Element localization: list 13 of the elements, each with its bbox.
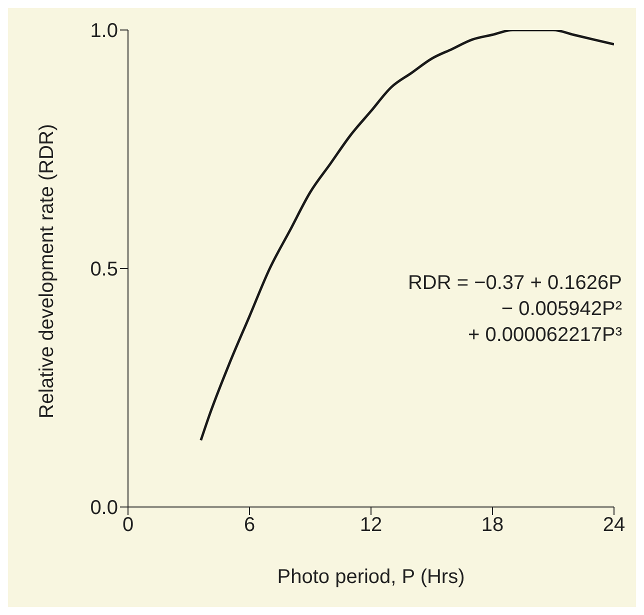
- y-tick-label: 0.0: [90, 497, 118, 520]
- annotation: + 0.000062217P³: [466, 323, 622, 348]
- x-axis-title: Photo period, P (Hrs): [277, 566, 465, 588]
- x-tick-label: 0: [122, 514, 134, 536]
- x-tick-label: 6: [244, 514, 256, 536]
- x-tick-label: 18: [481, 514, 504, 536]
- annotation: − 0.005942P²: [500, 297, 622, 322]
- y-tick-label: 1.0: [90, 20, 118, 42]
- x-tick-label: 12: [360, 514, 382, 536]
- annotation: RDR = −0.37 + 0.1626P: [408, 271, 622, 296]
- x-tick-label: 24: [602, 514, 626, 536]
- y-tick-label: 0.5: [90, 258, 118, 281]
- y-axis-title: Relative development rate (RDR): [36, 124, 58, 418]
